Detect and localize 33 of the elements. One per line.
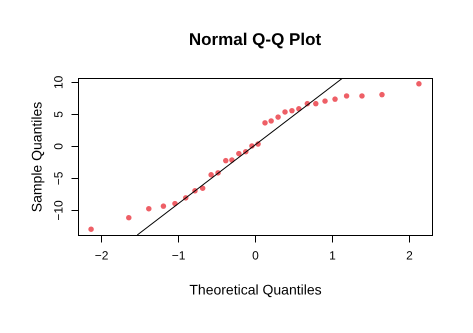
point bbox=[223, 158, 228, 164]
point bbox=[379, 92, 385, 98]
y-tick-label: 10 bbox=[52, 75, 66, 90]
point bbox=[236, 150, 242, 156]
point bbox=[268, 118, 274, 124]
x-tick-label: 0 bbox=[252, 248, 260, 262]
y-axis-title: Sample Quantiles bbox=[28, 102, 44, 212]
point bbox=[160, 203, 166, 209]
point bbox=[416, 81, 422, 86]
point bbox=[359, 93, 365, 99]
point bbox=[313, 100, 319, 106]
point bbox=[262, 120, 268, 126]
point bbox=[322, 98, 328, 104]
x-tick-label: 1 bbox=[329, 248, 336, 262]
point bbox=[88, 226, 94, 232]
point bbox=[332, 96, 338, 102]
x-tick-label: −1 bbox=[172, 248, 186, 262]
y-tick-label: −5 bbox=[52, 171, 66, 186]
point bbox=[282, 109, 288, 115]
chart-title: Normal Q-Q Plot bbox=[188, 30, 322, 50]
y-tick-label: −10 bbox=[52, 200, 66, 221]
point bbox=[275, 114, 281, 120]
y-tick-label: 0 bbox=[52, 142, 66, 150]
point bbox=[126, 214, 132, 220]
point bbox=[146, 206, 152, 212]
y-tick-label: 5 bbox=[52, 110, 66, 118]
x-axis-title: Theoretical Quantiles bbox=[189, 282, 322, 298]
x-tick-label: −2 bbox=[94, 248, 109, 262]
x-tick-label: 2 bbox=[406, 248, 414, 262]
point bbox=[200, 185, 206, 191]
point bbox=[289, 108, 295, 114]
point bbox=[344, 93, 350, 99]
point bbox=[208, 172, 214, 178]
